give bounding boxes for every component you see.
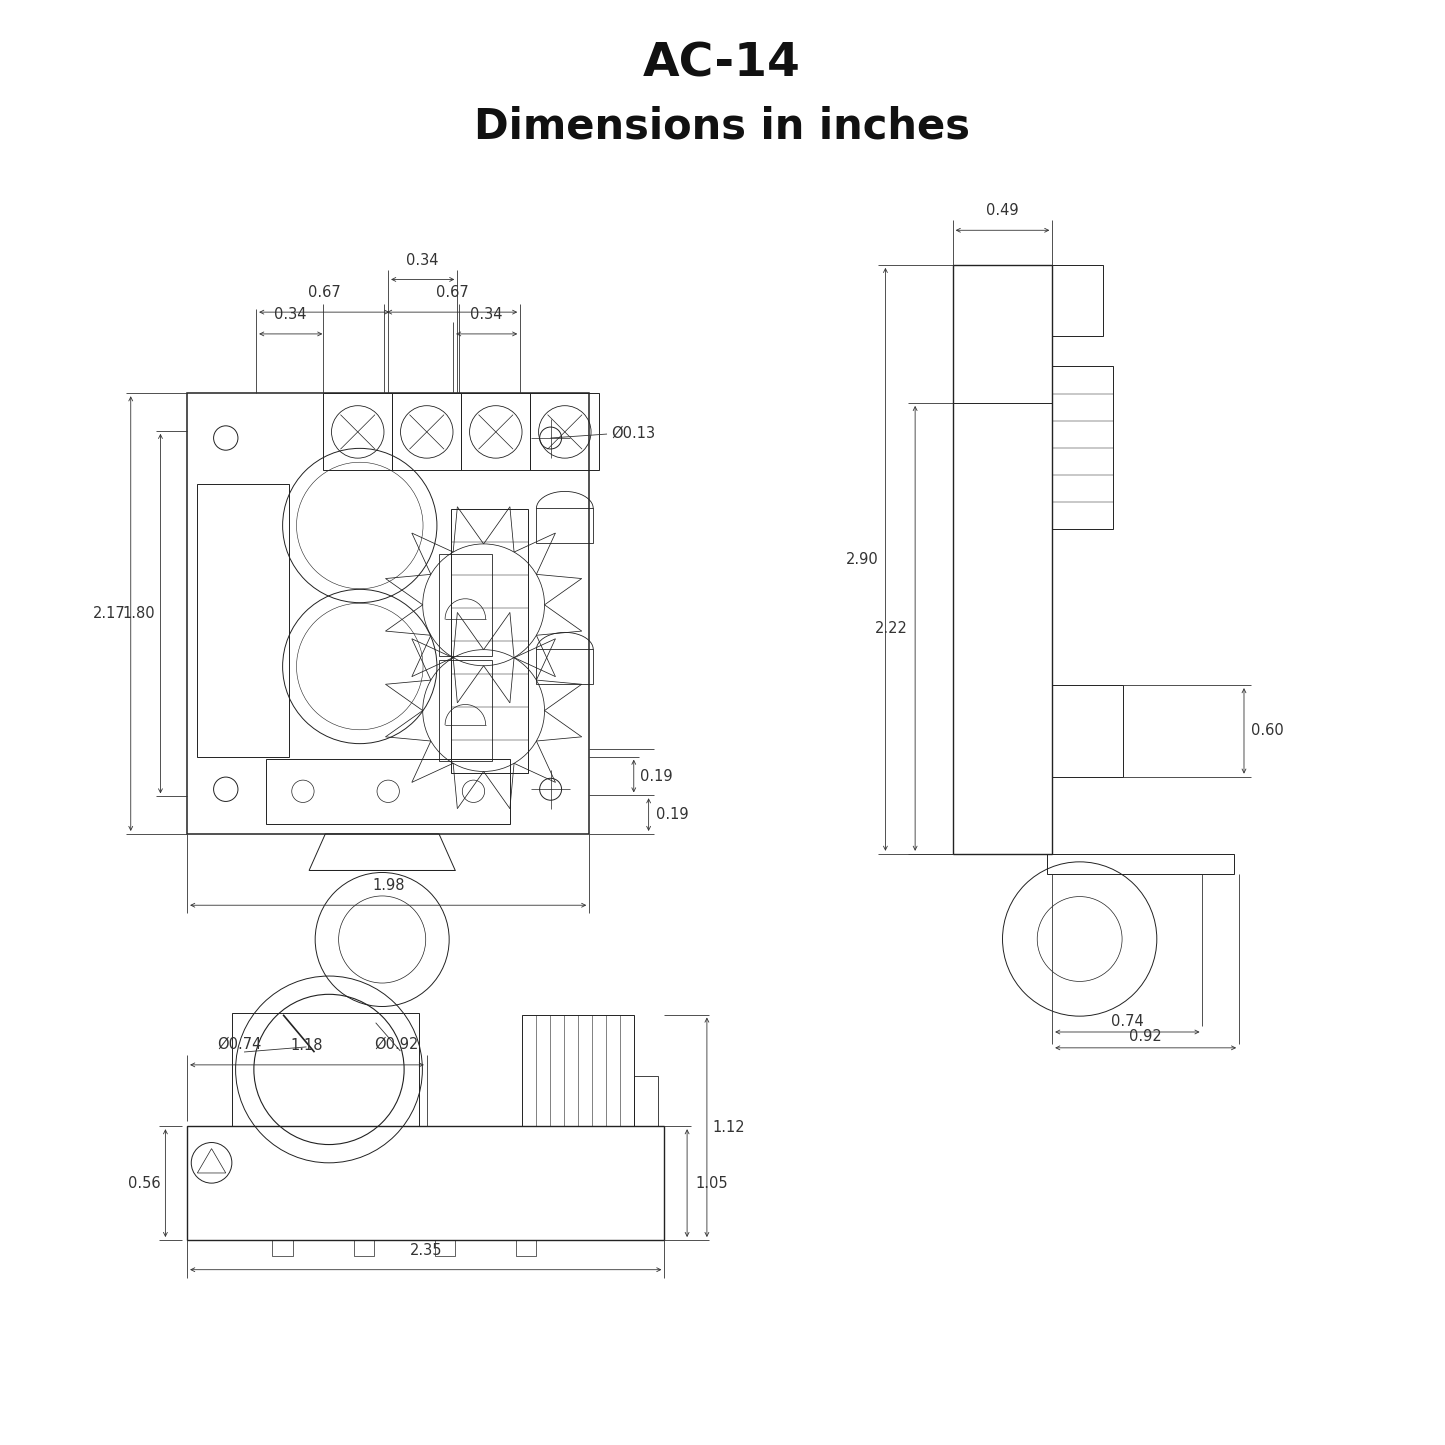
- Text: 0.92: 0.92: [1130, 1029, 1162, 1043]
- Text: 0.49: 0.49: [985, 204, 1019, 218]
- Text: Dimensions in inches: Dimensions in inches: [474, 105, 970, 147]
- Text: 0.67: 0.67: [308, 285, 341, 301]
- Text: Ø0.74: Ø0.74: [218, 1038, 262, 1052]
- Text: 1.05: 1.05: [695, 1176, 728, 1191]
- Text: Ø0.13: Ø0.13: [611, 426, 655, 441]
- Text: 0.56: 0.56: [127, 1176, 160, 1191]
- Text: 1.80: 1.80: [123, 605, 156, 621]
- Text: 0.19: 0.19: [656, 808, 688, 822]
- Text: Ø0.92: Ø0.92: [374, 1038, 419, 1052]
- Text: 1.12: 1.12: [712, 1120, 746, 1134]
- Text: 0.34: 0.34: [471, 306, 503, 322]
- Text: 0.34: 0.34: [275, 306, 306, 322]
- Text: AC-14: AC-14: [643, 42, 801, 87]
- Text: 0.34: 0.34: [406, 253, 439, 267]
- Text: 0.74: 0.74: [1111, 1014, 1144, 1029]
- Text: 2.17: 2.17: [92, 605, 126, 621]
- Text: 0.67: 0.67: [436, 285, 468, 301]
- Text: 1.18: 1.18: [290, 1038, 324, 1053]
- Text: 2.35: 2.35: [409, 1243, 442, 1257]
- Text: 1.98: 1.98: [371, 879, 405, 893]
- Text: 2.22: 2.22: [876, 621, 909, 636]
- Text: 0.60: 0.60: [1251, 724, 1283, 738]
- Text: 0.19: 0.19: [640, 769, 672, 783]
- Text: 2.90: 2.90: [845, 552, 879, 566]
